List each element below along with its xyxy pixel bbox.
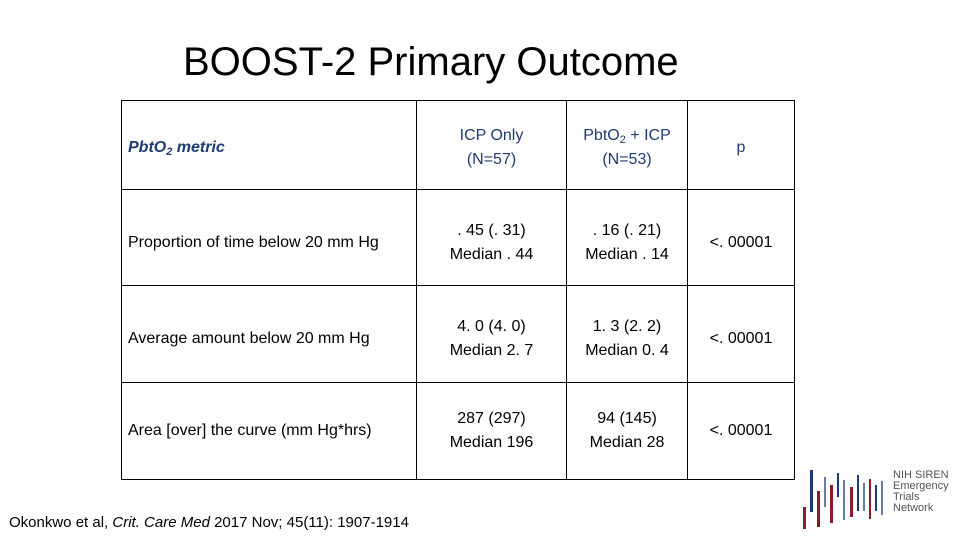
header-pbto2-icp: PbtO2 + ICP (N=53)	[567, 100, 687, 196]
header-metric-o: O	[153, 139, 167, 156]
row-pbt-median: Median 28	[589, 434, 665, 451]
row-p-value: <. 00001	[709, 234, 773, 251]
header-metric: PbtO2 metric	[121, 100, 416, 196]
logo-bars-icon	[803, 470, 883, 529]
header-p: p	[736, 139, 746, 156]
row-icp-value: 4. 0 (4. 0) Median 2. 7	[417, 286, 566, 383]
header-pbto2-text: Pbt	[583, 127, 608, 144]
citation-authors: Okonkwo et al,	[9, 514, 113, 531]
table-row-divider	[121, 285, 795, 286]
row-pbt-mean: 1. 3 (2. 2)	[592, 317, 662, 335]
logo-line3: Trials	[893, 491, 920, 503]
header-icp-only: ICP Only (N=57)	[417, 100, 566, 196]
logo-line4: Network	[893, 502, 934, 514]
table-border-bottom	[121, 479, 795, 480]
row-p-value: <. 00001	[709, 422, 773, 439]
header-metric-pbt: Pbt	[128, 139, 154, 156]
row-pbt-mean: . 16 (. 21)	[592, 222, 662, 239]
citation: Okonkwo et al, Crit. Care Med 2017 Nov; …	[9, 513, 409, 533]
table-row-divider	[121, 189, 795, 190]
row-pbt-value: 1. 3 (2. 2) Median 0. 4	[567, 286, 687, 383]
logo-line2: Emergency	[893, 480, 949, 492]
header-pbto2-sub: 2	[619, 134, 626, 146]
row-icp-value: 287 (297) Median 196	[417, 383, 566, 479]
header-pbto2-plus: + ICP	[625, 127, 671, 144]
row-pbt-mean: 94 (145)	[597, 410, 657, 427]
row-icp-median: Median . 44	[449, 246, 534, 263]
row-p-value: <. 00001	[709, 329, 773, 347]
row-pbt-value: 94 (145) Median 28	[567, 383, 687, 479]
header-pbto2-icp-line1: PbtO2 + ICP	[583, 124, 671, 148]
table-col-divider	[566, 100, 567, 480]
row-label: Area [over] the curve (mm Hg*hrs)	[128, 422, 372, 439]
row-icp-mean: 4. 0 (4. 0)	[457, 317, 526, 335]
citation-details: 2017 Nov; 45(11): 1907-1914	[209, 514, 409, 531]
header-pbto2-o: O	[607, 127, 620, 144]
row-label: Average amount below 20 mm Hg	[128, 329, 370, 347]
row-icp-mean: 287 (297)	[457, 410, 526, 427]
row-pbt-median: Median 0. 4	[585, 341, 669, 359]
header-icp-only-line2: (N=57)	[466, 151, 517, 168]
slide-title: BOOST-2 Primary Outcome	[183, 40, 679, 84]
table-row-divider	[121, 382, 795, 383]
siren-logo	[803, 470, 883, 529]
logo-text: NIH SIREN Emergency Trials Network	[893, 470, 949, 514]
header-icp-only-line1: ICP Only	[459, 127, 524, 144]
row-icp-mean: . 45 (. 31)	[457, 222, 526, 239]
row-label: Proportion of time below 20 mm Hg	[128, 234, 379, 251]
header-metric-rest: metric	[172, 139, 225, 156]
logo-line1: NIH SIREN	[893, 469, 949, 481]
table-border-right	[794, 100, 795, 480]
table-col-divider	[416, 100, 417, 480]
outcome-table: PbtO2 metric ICP Only (N=57) PbtO2 + ICP…	[121, 100, 795, 480]
row-pbt-value: . 16 (. 21) Median . 14	[567, 190, 687, 286]
row-icp-median: Median 196	[449, 434, 534, 451]
row-icp-median: Median 2. 7	[449, 341, 534, 359]
header-pbto2-icp-line2: (N=53)	[602, 151, 652, 168]
header-metric-sub: 2	[166, 146, 173, 158]
table-col-divider	[687, 100, 688, 480]
row-icp-value: . 45 (. 31) Median . 44	[417, 190, 566, 286]
table-border-top	[121, 100, 795, 101]
table-border-left	[121, 100, 122, 480]
row-pbt-median: Median . 14	[585, 246, 669, 263]
citation-journal: Crit. Care Med	[112, 514, 210, 531]
